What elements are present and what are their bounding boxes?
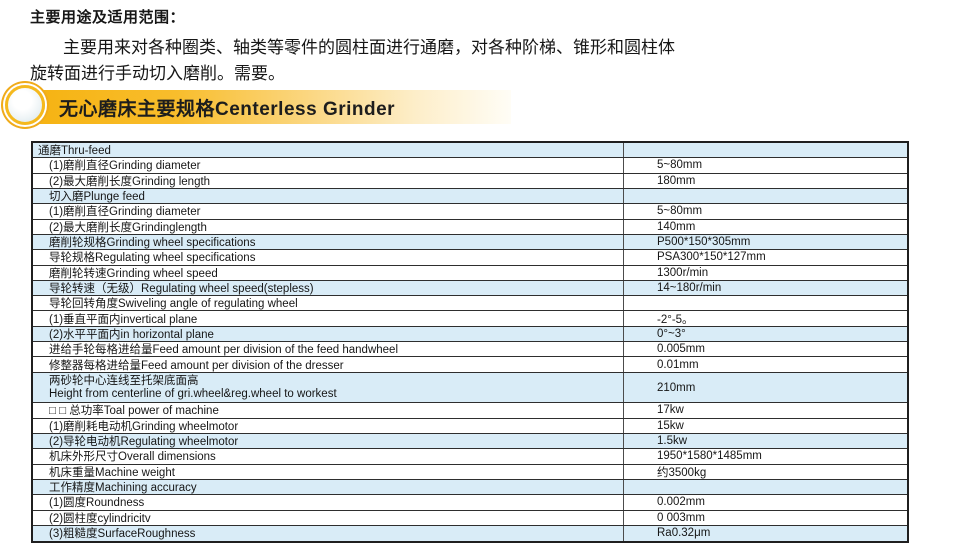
spec-value-cell: 1950*1580*1485mm: [657, 450, 762, 463]
spec-label-cell: (1)磨削耗电动机Grinding wheelmotor: [33, 418, 624, 433]
spec-label-cell: 磨削轮转速Grinding wheel speed: [33, 265, 624, 280]
table-row: (2)水平平面内in horizontal plane 0°~3°: [33, 326, 907, 343]
spec-label-cell: 修整器每格进给量Feed amount per division of the …: [33, 357, 624, 372]
spec-label-cell: 机床重量Machine weight: [33, 464, 624, 479]
spec-value-cell: 5~80mm: [657, 159, 703, 172]
table-row: (2)圆柱度cylindricitv 0 003mm: [33, 510, 907, 526]
spec-value-cell: 0.002mm: [657, 496, 705, 509]
table-row: (1)磨削直径Grinding diameter 5~80mm: [33, 204, 907, 220]
spec-label-cell: 导轮回转角度Swiveling angle of regulating whee…: [33, 296, 624, 311]
spec-label-cell: (1)垂直平面内invertical plane: [33, 311, 624, 326]
spec-value-cell: Ra0.32μm: [657, 527, 711, 540]
table-row: (2)最大磨削长度Grinding length 180mm: [33, 173, 907, 189]
table-row: (2)导轮电动机Regulating wheelmotor 1.5kw: [33, 433, 907, 450]
intro-paragraph-line-1: 主要用来对各种圈类、轴类等零件的圆柱面进行通磨，对各种阶梯、锥形和圆柱体: [63, 38, 675, 57]
spec-value-cell: 0.005mm: [657, 343, 705, 356]
intro-paragraph-line-2: 旋转面进行手动切入磨削。需要。: [30, 64, 285, 83]
spec-label-cell: 两砂轮中心连线至托架底面高 Height from centerline of g…: [33, 372, 624, 403]
intro-paragraph: 主要用来对各种圈类、轴类等零件的圆柱面进行通磨，对各种阶梯、锥形和圆柱体 旋转面…: [30, 35, 875, 87]
spec-label-cell: 工作精度Machining accuracy: [33, 479, 624, 495]
spec-value-cell: [624, 296, 907, 310]
table-row: 两砂轮中心连线至托架底面高 Height from centerline of g…: [33, 372, 907, 404]
table-row: 进给手轮每格进给量Feed amount per division of the…: [33, 342, 907, 358]
spec-value-cell: [624, 189, 907, 203]
spec-value-cell: 5~80mm: [657, 205, 703, 218]
circle-badge-icon: [5, 85, 45, 125]
table-row: 导轮回转角度Swiveling angle of regulating whee…: [33, 296, 907, 312]
section-banner: 无心磨床主要规格Centerless Grinder: [33, 90, 511, 124]
spec-table: 通磨Thru-feed (1)磨削直径Grinding diameter 5~80m…: [31, 141, 909, 544]
table-row: (1)磨削直径Grinding diameter 5~80mm: [33, 158, 907, 174]
spec-label-cell: (1)磨削直径Grinding diameter: [33, 158, 624, 173]
spec-value-cell: 0.01mm: [657, 358, 699, 371]
spec-label-cell: □ □ 总功率Toal power of machine: [33, 403, 624, 418]
table-row: 机床重量Machine weight 约3500kg: [33, 464, 907, 480]
table-row: (1)垂直平面内invertical plane -2°-5。: [33, 311, 907, 327]
spec-value-cell: 1300r/min: [657, 266, 709, 279]
spec-value-cell: P500*150*305mm: [657, 236, 751, 249]
spec-value-cell: 0 003mm: [657, 511, 705, 524]
table-row: (1)圆度Roundness 0.002mm: [33, 495, 907, 511]
intro-heading: 主要用途及适用范围：: [30, 9, 186, 26]
table-row: (1)磨削耗电动机Grinding wheelmotor 15kw: [33, 418, 907, 434]
spec-label-cell: (2)最大磨削长度Grinding length: [33, 173, 624, 188]
spec-value-cell: 210mm: [657, 381, 696, 394]
spec-label-cell: (2)最大磨削长度Grindinglength: [33, 219, 624, 234]
table-row: (3)粗糙度SurfaceRoughness Ra0.32μm: [33, 525, 907, 542]
spec-label-cell: (2)圆柱度cylindricitv: [33, 510, 624, 525]
spec-label-cell: 机床外形尺寸Overall dimensions: [33, 449, 624, 464]
spec-value-cell: -2°-5。: [657, 313, 694, 326]
spec-label-cell: 导轮规格Regulating wheel specifications: [33, 250, 624, 265]
spec-label-cell: 进给手轮每格进给量Feed amount per division of the…: [33, 342, 624, 357]
spec-value-cell: 0°~3°: [657, 327, 686, 340]
table-row: 通磨Thru-feed: [33, 143, 907, 159]
spec-label-cell: 通磨Thru-feed: [33, 143, 624, 158]
spec-value-cell: [624, 480, 907, 494]
spec-label-cell: (1)磨削直径Grinding diameter: [33, 204, 624, 219]
table-row: 磨削轮转速Grinding wheel speed 1300r/min: [33, 265, 907, 281]
spec-value-cell: 180mm: [657, 174, 696, 187]
spec-label-cell: 切入磨Plunge feed: [33, 188, 624, 204]
section-banner-title: 无心磨床主要规格Centerless Grinder: [59, 98, 396, 120]
table-row: □ □ 总功率Toal power of machine 17kw: [33, 403, 907, 419]
spec-label-cell: (2)水平平面内in horizontal plane: [33, 326, 624, 342]
table-row: (2)最大磨削长度Grindinglength 140mm: [33, 219, 907, 235]
table-row: 机床外形尺寸Overall dimensions 1950*1580*1485mm: [33, 449, 907, 465]
spec-label-cell: (2)导轮电动机Regulating wheelmotor: [33, 433, 624, 449]
spec-value-cell: 140mm: [657, 220, 696, 233]
spec-label-cell: (1)圆度Roundness: [33, 495, 624, 510]
table-row: 导轮转速（无级）Regulating wheel speed(stepless)…: [33, 280, 907, 297]
table-row: 修整器每格进给量Feed amount per division of the …: [33, 357, 907, 373]
spec-label-cell: 导轮转速（无级）Regulating wheel speed(stepless): [33, 280, 624, 296]
table-row: 导轮规格Regulating wheel specifications PSA30…: [33, 250, 907, 266]
spec-label-cell: (3)粗糙度SurfaceRoughness: [33, 525, 624, 542]
spec-value-cell: PSA300*150*127mm: [657, 251, 766, 264]
table-row: 工作精度Machining accuracy: [33, 479, 907, 496]
spec-value-cell: 14~180r/min: [657, 281, 722, 294]
spec-value-cell: 15kw: [657, 419, 684, 432]
spec-label-cell: 磨削轮规格Grinding wheel specifications: [33, 234, 624, 250]
table-row: 切入磨Plunge feed: [33, 188, 907, 205]
spec-value-cell: [624, 143, 907, 157]
spec-value-cell: 约3500kg: [657, 466, 707, 479]
spec-label-line-2: Height from centerline of gri.wheel&reg.…: [49, 387, 337, 400]
table-row: 磨削轮规格Grinding wheel specifications P500*1…: [33, 234, 907, 251]
spec-label-line-1: 两砂轮中心连线至托架底面高: [49, 374, 199, 387]
spec-value-cell: 1.5kw: [657, 435, 688, 448]
spec-value-cell: 17kw: [657, 404, 684, 417]
